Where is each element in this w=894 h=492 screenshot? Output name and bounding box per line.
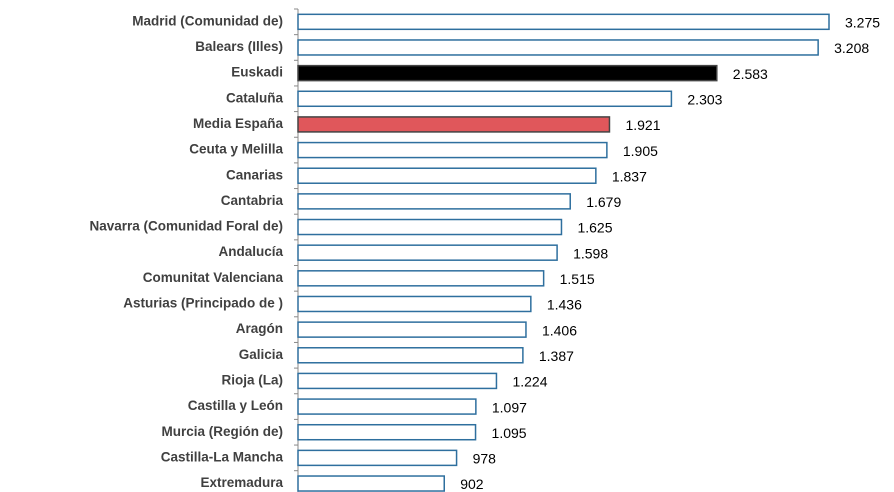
value-label: 1.598: [573, 245, 608, 261]
value-label: 3.275: [845, 15, 880, 31]
bar: [297, 39, 819, 56]
bar: [297, 398, 477, 415]
category-label: Extremadura: [200, 475, 283, 490]
value-label: 1.406: [542, 322, 577, 338]
value-label: 978: [473, 451, 497, 467]
category-label: Andalucía: [218, 244, 283, 259]
bar: [297, 167, 597, 184]
category-label: Madrid (Comunidad de): [132, 13, 283, 28]
bar: [297, 423, 477, 441]
bar: [297, 116, 611, 133]
value-label: 1.515: [560, 271, 595, 287]
value-label: 1.921: [625, 117, 660, 133]
category-label: Media España: [193, 116, 284, 131]
value-label: 1.837: [612, 168, 647, 184]
bar: [297, 193, 571, 210]
category-label: Cataluña: [226, 90, 284, 105]
value-label: 1.625: [577, 220, 612, 236]
value-label: 1.679: [586, 194, 621, 210]
value-label: 3.208: [834, 40, 869, 56]
bar: [297, 90, 673, 108]
bar: [297, 449, 458, 467]
category-label: Navarra (Comunidad Foral de): [89, 219, 283, 234]
value-label: 1.097: [492, 399, 527, 415]
bar: [297, 13, 830, 31]
value-label: 902: [460, 476, 484, 492]
value-label: 1.905: [623, 143, 658, 159]
bar: [297, 347, 524, 364]
bar: [297, 141, 608, 159]
bar: [297, 218, 563, 236]
category-label: Ceuta y Melilla: [189, 142, 283, 157]
category-label: Comunitat Valenciana: [143, 270, 284, 285]
category-label: Canarias: [226, 167, 283, 182]
value-label: 1.387: [539, 348, 574, 364]
bar: [297, 64, 718, 82]
category-label: Balears (Illes): [195, 39, 283, 54]
category-label: Rioja (La): [221, 372, 283, 387]
value-label: 1.095: [492, 425, 527, 441]
bar: [297, 244, 558, 261]
value-label: 1.436: [547, 297, 582, 313]
bar: [297, 321, 527, 338]
value-label: 2.583: [733, 66, 768, 82]
category-label: Castilla-La Mancha: [161, 449, 284, 464]
value-label: 1.224: [512, 374, 547, 390]
bar: [297, 372, 498, 390]
category-label: Galicia: [239, 347, 284, 362]
category-label: Cantabria: [221, 193, 284, 208]
category-label: Aragón: [236, 321, 283, 336]
category-label: Euskadi: [231, 65, 283, 80]
bar: [297, 295, 532, 313]
category-label: Murcia (Región de): [161, 424, 283, 439]
category-label: Castilla y León: [188, 398, 283, 413]
value-label: 2.303: [687, 91, 722, 107]
category-label: Asturias (Principado de ): [123, 296, 283, 311]
bar: [297, 270, 545, 287]
bar: [297, 475, 445, 492]
